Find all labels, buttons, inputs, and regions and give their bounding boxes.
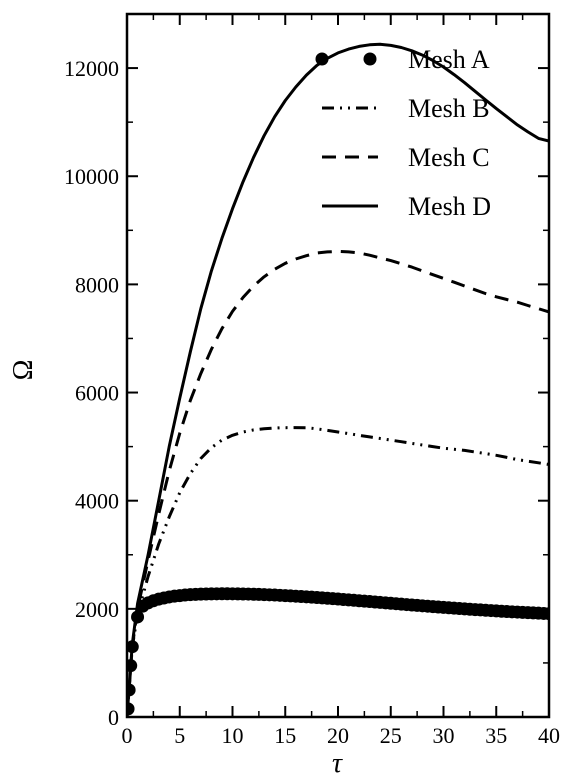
y-tick-label: 8000: [75, 272, 119, 297]
legend-label-mesh-a: Mesh A: [408, 45, 490, 74]
x-tick-label: 20: [327, 723, 349, 748]
x-tick-label: 0: [122, 723, 133, 748]
x-tick-label: 10: [222, 723, 244, 748]
x-tick-label: 35: [485, 723, 507, 748]
series-group: [127, 42, 549, 717]
plot-area: [127, 42, 549, 717]
x-tick-label: 40: [538, 723, 560, 748]
x-tick-label: 15: [274, 723, 296, 748]
axes: 0 5 10 15 20 25 30 35 40 0 2000 4000 6000 8000 10000 12…: [64, 12, 560, 748]
legend: Mesh A Mesh B Mesh C Mesh D: [315, 45, 491, 221]
x-tick-label: 25: [380, 723, 402, 748]
y-tick-label: 6000: [75, 381, 119, 406]
y-tick-label: 0: [108, 705, 119, 730]
y-tick-label: 2000: [75, 597, 119, 622]
legend-label-mesh-d: Mesh D: [408, 192, 491, 221]
line-mesh-d: [127, 42, 549, 717]
y-tick-label: 4000: [75, 489, 119, 514]
y-tick-label: 12000: [64, 56, 119, 81]
point-mesh-a: [542, 607, 549, 621]
legend-label-mesh-c: Mesh C: [408, 143, 490, 172]
x-tick-label: 30: [433, 723, 455, 748]
line-mesh-c: [127, 249, 549, 717]
legend-symbol-mesh-a: [315, 52, 329, 66]
y-axis-title: Ω: [8, 360, 39, 381]
y-tick-label: 10000: [64, 164, 119, 189]
legend-label-mesh-b: Mesh B: [408, 94, 490, 123]
x-axis-title: τ: [332, 748, 343, 778]
line-mesh-b: [127, 426, 549, 717]
x-tick-label: 5: [174, 723, 185, 748]
legend-symbol-mesh-a: [363, 52, 377, 66]
